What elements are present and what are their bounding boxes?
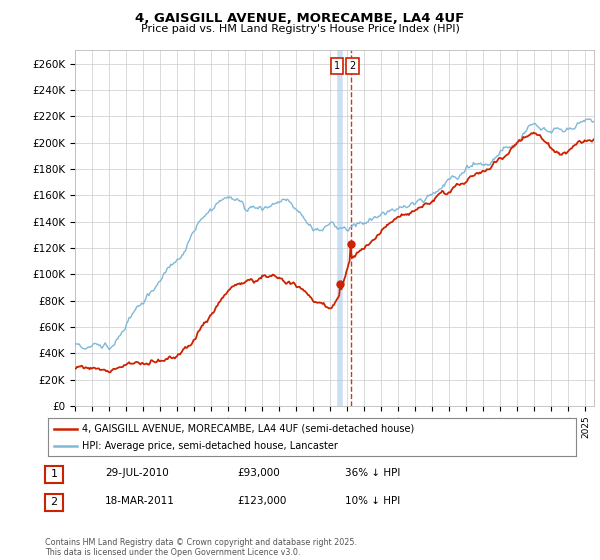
Text: Contains HM Land Registry data © Crown copyright and database right 2025.
This d: Contains HM Land Registry data © Crown c… — [45, 538, 357, 557]
Text: 29-JUL-2010: 29-JUL-2010 — [105, 468, 169, 478]
Text: £123,000: £123,000 — [237, 496, 286, 506]
Text: 1: 1 — [50, 469, 58, 479]
Text: £93,000: £93,000 — [237, 468, 280, 478]
Text: Price paid vs. HM Land Registry's House Price Index (HPI): Price paid vs. HM Land Registry's House … — [140, 24, 460, 34]
Text: HPI: Average price, semi-detached house, Lancaster: HPI: Average price, semi-detached house,… — [82, 441, 338, 451]
Text: 2: 2 — [50, 497, 58, 507]
Text: 4, GAISGILL AVENUE, MORECAMBE, LA4 4UF: 4, GAISGILL AVENUE, MORECAMBE, LA4 4UF — [136, 12, 464, 25]
Text: 36% ↓ HPI: 36% ↓ HPI — [345, 468, 400, 478]
Text: 10% ↓ HPI: 10% ↓ HPI — [345, 496, 400, 506]
Text: 4, GAISGILL AVENUE, MORECAMBE, LA4 4UF (semi-detached house): 4, GAISGILL AVENUE, MORECAMBE, LA4 4UF (… — [82, 423, 415, 433]
Text: 1: 1 — [334, 61, 340, 71]
Text: 18-MAR-2011: 18-MAR-2011 — [105, 496, 175, 506]
Text: 2: 2 — [349, 61, 356, 71]
